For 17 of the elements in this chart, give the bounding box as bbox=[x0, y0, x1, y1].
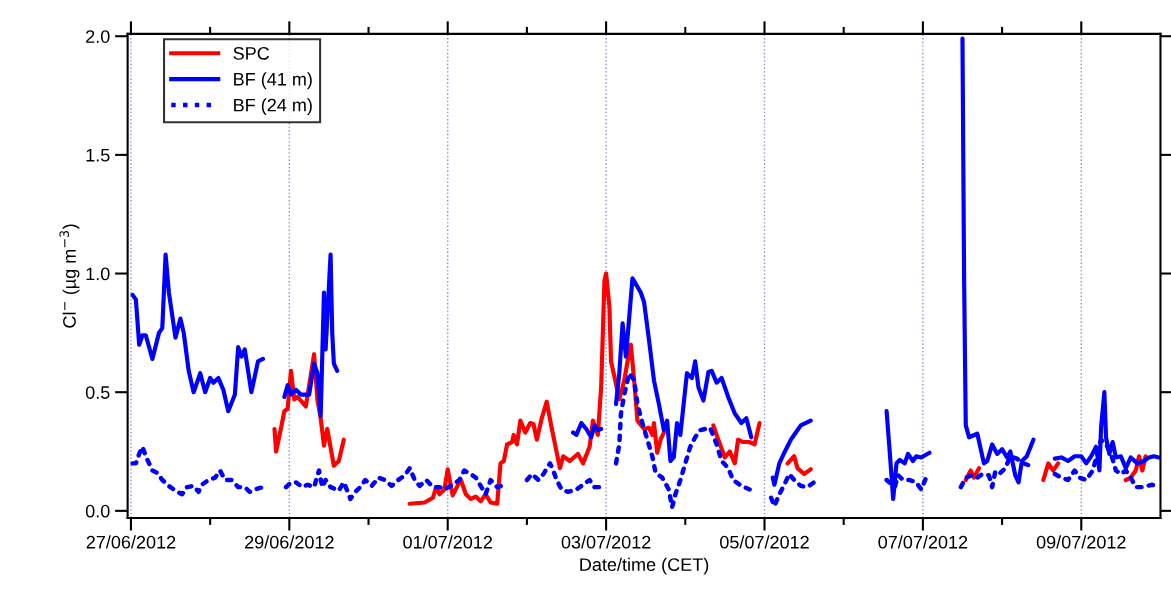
x-tick-label: 01/07/2012 bbox=[403, 535, 492, 549]
x-tick-label: 03/07/2012 bbox=[561, 535, 651, 549]
legend-label: BF (24 m) bbox=[234, 98, 312, 116]
x-tick-label: 29/06/2012 bbox=[245, 535, 334, 549]
x-tick-label: 09/07/2012 bbox=[1036, 535, 1126, 549]
y-axis-title: Cl$^{−}$ (µg m$^{−3}$) bbox=[59, 224, 80, 328]
x-tick-label: 05/07/2012 bbox=[720, 535, 809, 549]
y-tick-label: 2.0 bbox=[86, 30, 110, 43]
x-tick-label: 27/06/2012 bbox=[86, 535, 176, 549]
x-tick-label: 07/07/2012 bbox=[878, 535, 968, 549]
y-tick-label: 0.5 bbox=[85, 386, 110, 399]
legend-label: SPC bbox=[233, 46, 270, 60]
x-axis-title: Date/time (CET) bbox=[580, 557, 709, 575]
legend-label: BF (41 m) bbox=[234, 72, 312, 90]
y-tick-label: 1.0 bbox=[86, 267, 110, 281]
y-tick-label: 1.5 bbox=[86, 149, 110, 162]
y-tick-label: 0.0 bbox=[85, 504, 110, 518]
